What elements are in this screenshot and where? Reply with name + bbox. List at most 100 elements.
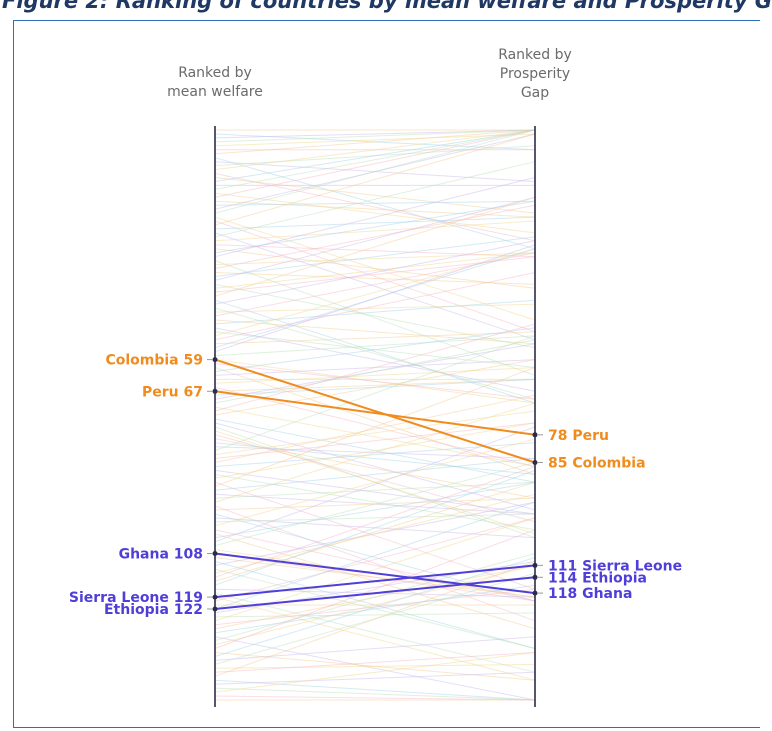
rank-point-left-peru xyxy=(212,388,218,394)
background-line xyxy=(214,359,536,376)
background-line xyxy=(214,133,536,226)
background-line xyxy=(214,367,536,384)
background-line xyxy=(214,430,536,535)
background-line xyxy=(214,588,536,626)
background-line xyxy=(214,418,536,483)
background-line xyxy=(214,335,536,452)
right-label-colombia: 85 Colombia xyxy=(548,456,646,472)
background-line xyxy=(214,177,536,258)
background-line xyxy=(214,129,536,190)
background-line xyxy=(214,299,536,404)
background-line xyxy=(214,343,536,400)
background-line xyxy=(214,133,536,151)
background-line xyxy=(214,663,536,669)
background-line xyxy=(214,192,536,234)
background-line xyxy=(214,422,536,459)
background-line xyxy=(214,307,536,400)
background-line xyxy=(214,481,536,582)
background-line xyxy=(214,133,536,147)
right-label-ghana: 118 Ghana xyxy=(548,586,632,602)
background-line xyxy=(214,446,536,459)
background-line xyxy=(214,426,536,539)
background-line xyxy=(214,529,536,649)
background-line xyxy=(214,129,536,182)
background-line xyxy=(214,501,536,566)
right-label-peru: 78 Peru xyxy=(548,428,609,444)
left-label-peru: Peru 67 xyxy=(142,384,203,400)
background-line xyxy=(214,252,536,317)
background-line xyxy=(214,402,536,503)
figure-title: Figure 2: Ranking of countries by mean w… xyxy=(2,0,772,13)
background-line xyxy=(214,513,536,523)
rank-point-right-colombia xyxy=(532,460,538,465)
background-line xyxy=(214,145,536,167)
background-line xyxy=(214,466,536,578)
background-line xyxy=(214,442,536,475)
left-label-sierra-leone: Sierra Leone 119 xyxy=(69,590,203,606)
background-line xyxy=(214,216,536,321)
background-line xyxy=(214,248,536,289)
background-line xyxy=(214,592,536,673)
left-axis-header: Ranked by mean welfare xyxy=(140,64,290,102)
background-line xyxy=(214,481,536,539)
background-line xyxy=(214,319,536,345)
background-line xyxy=(214,272,536,285)
right-label-ethiopia: 114 Ethiopia xyxy=(548,570,647,586)
background-line xyxy=(214,129,536,139)
highlight-lines xyxy=(212,357,538,612)
right-header-line-3: Gap xyxy=(520,85,550,101)
rank-point-left-ethiopia xyxy=(212,606,218,612)
background-line xyxy=(214,129,536,214)
background-line xyxy=(214,568,536,649)
background-line xyxy=(214,422,536,479)
background-line xyxy=(214,553,536,602)
background-line xyxy=(214,200,536,206)
background-line xyxy=(214,438,536,499)
background-line xyxy=(214,204,536,269)
background-line xyxy=(214,252,536,289)
left-header-line-2: mean welfare xyxy=(167,84,263,100)
background-line xyxy=(214,652,536,693)
background-line xyxy=(214,129,536,155)
rank-point-right-sierra-leone xyxy=(532,562,538,568)
background-line xyxy=(214,422,536,511)
background-line xyxy=(214,557,536,598)
background-line xyxy=(214,173,536,242)
background-line xyxy=(214,331,536,345)
background-line xyxy=(214,299,536,325)
slope-line-colombia xyxy=(214,358,536,464)
background-line xyxy=(214,236,536,277)
background-line xyxy=(214,335,536,357)
background-line xyxy=(214,438,536,527)
background-line xyxy=(214,256,536,293)
left-label-colombia: Colombia 59 xyxy=(105,353,203,369)
background-line xyxy=(214,252,536,266)
background-line xyxy=(214,248,536,337)
background-line xyxy=(214,679,536,701)
background-line xyxy=(214,303,536,313)
rank-point-right-ghana xyxy=(532,590,538,596)
background-line xyxy=(214,161,536,238)
figure-frame xyxy=(13,20,760,728)
rank-point-left-colombia xyxy=(212,357,218,363)
right-label-sierra-leone: 111 Sierra Leone xyxy=(548,558,682,574)
background-line xyxy=(214,157,536,250)
right-header-line-1: Ranked by xyxy=(498,47,572,63)
slope-line-ghana xyxy=(214,552,536,595)
rank-point-right-peru xyxy=(532,432,538,438)
title-strip: Figure 2: Ranking of countries by mean w… xyxy=(0,0,772,20)
background-line xyxy=(214,636,536,661)
slope-line-peru xyxy=(214,390,536,436)
background-line xyxy=(214,564,536,646)
background-line xyxy=(214,652,536,673)
background-line xyxy=(214,572,536,665)
right-header-line-2: Prosperity xyxy=(499,66,571,82)
background-line xyxy=(214,367,536,475)
background-line xyxy=(214,394,536,463)
background-line xyxy=(214,363,536,400)
background-line xyxy=(214,367,536,487)
background-line xyxy=(214,248,536,349)
background-line xyxy=(214,161,536,182)
right-axis-header: Ranked by Prosperity Gap xyxy=(460,46,610,103)
